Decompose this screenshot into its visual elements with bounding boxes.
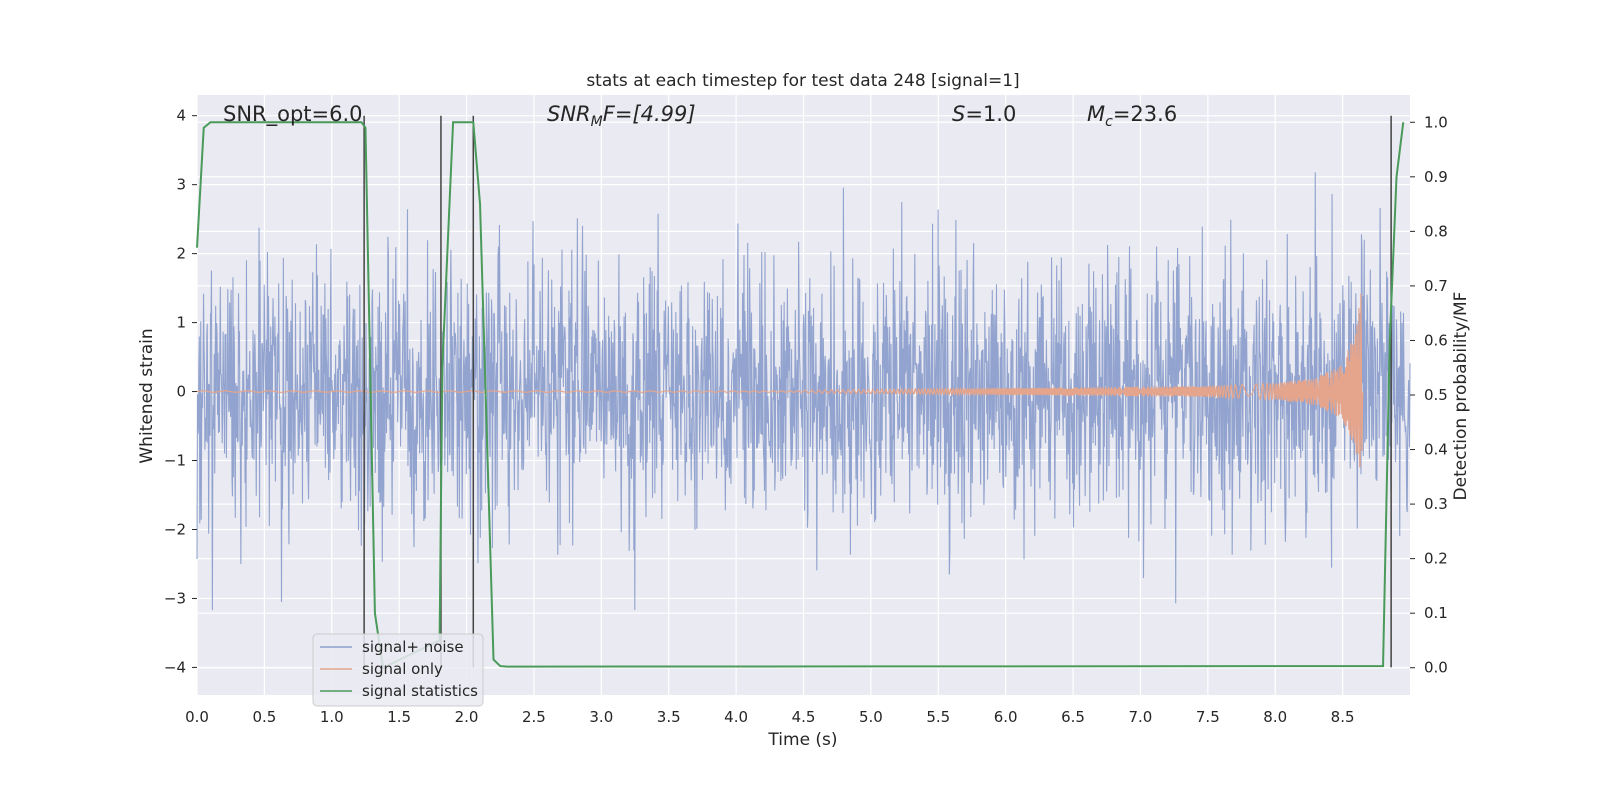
annotation-snr-mf-rest: F=[4.99] [603,102,696,126]
y-right-axis-label: Detection probability/MF [1451,292,1471,501]
series-line-signal-statistics [196,121,1405,670]
annotation-mc-rest: =23.6 [1113,102,1177,126]
y-tick-label: 3 [176,176,186,194]
annotation-snr-opt: SNR_opt=6.0 [223,102,363,127]
y-tick-label: −2 [164,520,186,538]
annotation-mc-main: M [1087,102,1105,126]
x-tick-label: 5.5 [926,708,950,726]
x-tick-label: 7.5 [1196,708,1220,726]
y-tick-label: −3 [164,589,186,607]
series-signal-only [196,293,1364,468]
y-right-tick-label: 0.8 [1424,222,1448,240]
x-tick-label: 0.0 [185,708,209,726]
annotation-s: S=1.0 [952,102,1016,126]
x-tick-label: 2.0 [455,708,479,726]
legend-label-signal-only: signal only [362,660,443,678]
annotation-s-main: S [952,102,965,126]
y-right-tick-label: 0.2 [1424,550,1448,568]
annotation-snr-mf-main: SNR [547,102,591,126]
y-right-tick-label: 0.1 [1424,604,1448,622]
series-signal-statistics [196,121,1405,670]
x-tick-label: 8.5 [1331,708,1355,726]
y-right-tick-label: 0.4 [1424,441,1448,459]
x-tick-label: 2.5 [522,708,546,726]
y-tick-label: 1 [176,314,186,332]
chart-title: stats at each timestep for test data 248… [586,71,1019,91]
ticks: 0.0 0.5 1.0 1.5 2.0 2.5 3.0 3.5 4.0 4.5 5.0 5.5 6.0 6… [164,107,1448,726]
x-tick-label: 4.0 [724,708,748,726]
y-right-tick-label: 0.6 [1424,331,1448,349]
legend-box [312,633,484,707]
x-tick-label: 3.5 [657,708,681,726]
legend-label-signal-statistics: signal statistics [362,682,478,700]
y-right-tick-label: 1.0 [1424,113,1448,131]
x-tick-label: 1.5 [387,708,411,726]
x-tick-label: 6.0 [994,708,1018,726]
y-right-tick-label: 0.9 [1424,168,1448,186]
series-line-signal-only [196,293,1364,468]
x-tick-label: 0.5 [252,708,276,726]
x-tick-label: 3.0 [589,708,613,726]
series-signal-plus-noise [196,172,1411,611]
x-tick-label: 8.0 [1263,708,1287,726]
y-right-tick-label: 0.7 [1424,277,1448,295]
y-right-tick-label: 0.0 [1424,659,1448,677]
annotation-mc: Mc=23.6 [1087,102,1177,130]
y-tick-label: 2 [176,245,186,263]
y-axis-label: Whitened strain [137,328,157,463]
annotation-mc-sub: c [1105,114,1113,130]
y-tick-label: 0 [176,383,186,401]
x-axis-label: Time (s) [767,730,837,750]
annotation-snr-mf: SNRMF=[4.99] [547,102,696,130]
y-right-tick-label: 0.3 [1424,495,1448,513]
y-tick-label: −1 [164,452,186,470]
legend: signal+ noise signal only signal statist… [312,633,484,707]
annotation-s-rest: =1.0 [965,102,1016,126]
x-tick-label: 5.0 [859,708,883,726]
x-tick-label: 4.5 [792,708,816,726]
annotation-snr-mf-sub: M [591,114,603,130]
series-line-signal-plus-noise [196,172,1411,611]
y-tick-label: 4 [176,107,186,125]
x-tick-label: 6.5 [1061,708,1085,726]
x-tick-label: 1.0 [320,708,344,726]
x-tick-label: 7.0 [1129,708,1153,726]
y-tick-label: −4 [164,658,186,676]
legend-label-signal-plus-noise: signal+ noise [362,638,464,656]
y-right-tick-label: 0.5 [1424,386,1448,404]
